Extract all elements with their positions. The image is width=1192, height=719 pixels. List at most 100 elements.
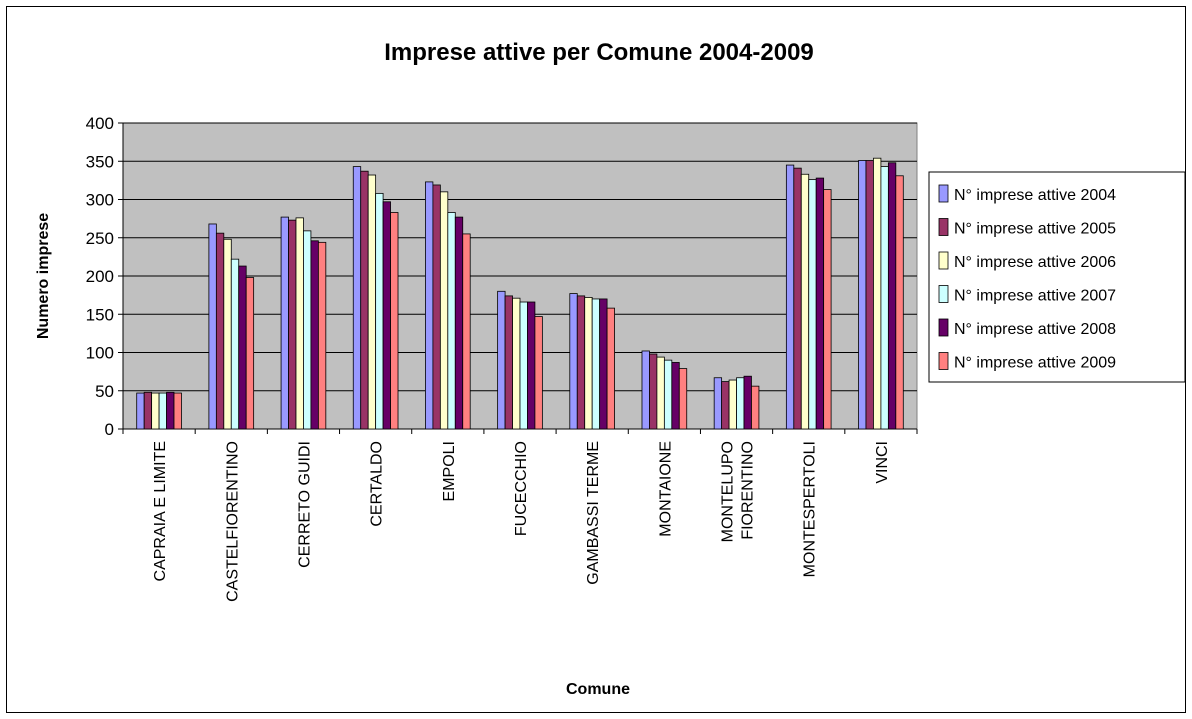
bar: [375, 192, 384, 430]
bar: [504, 295, 513, 430]
bar: [512, 297, 521, 430]
bar: [678, 368, 688, 430]
legend-box: [928, 171, 1186, 383]
y-tick-label: 300: [86, 191, 114, 210]
bar: [527, 301, 536, 430]
x-category-label: VINCI: [874, 441, 891, 484]
bar: [641, 350, 650, 430]
legend-swatch: [938, 251, 949, 270]
bar: [785, 164, 795, 430]
chart-title: Imprese attive per Comune 2004-2009: [384, 39, 814, 66]
bar: [462, 233, 471, 430]
x-category-label: MONTESPERTOLI: [802, 441, 819, 577]
x-category-label: FUCECCHIO: [513, 441, 530, 536]
bar: [317, 241, 327, 430]
x-category-label: GAMBASSI TERME: [585, 441, 602, 585]
bar: [390, 212, 399, 430]
bar: [569, 293, 578, 430]
bar: [649, 353, 658, 430]
legend-label: N° imprese attive 2004: [954, 187, 1116, 204]
y-tick-label: 50: [95, 382, 114, 401]
legend-label: N° imprese attive 2009: [954, 355, 1116, 372]
legend-swatch: [938, 184, 949, 203]
plot-area: 0 50 100 150 200 250 300 350 400 CAPRAIA E LIMITE…: [86, 114, 918, 602]
bar: [215, 232, 225, 430]
bar: [534, 316, 543, 430]
bar: [800, 173, 810, 430]
bar: [151, 392, 160, 430]
bar: [303, 230, 312, 430]
bar: [858, 160, 867, 430]
bar: [310, 240, 319, 430]
x-category-label: CAPRAIA E LIMITE: [152, 441, 169, 581]
bar: [865, 160, 874, 430]
y-axis-title: Numero imprese: [35, 213, 52, 339]
y-tick-label: 150: [86, 305, 114, 324]
chart-frame: Imprese attive per Comune 2004-2009 0 50 1…: [6, 6, 1186, 713]
bar: [497, 290, 506, 430]
bar: [143, 391, 153, 430]
bar: [454, 216, 464, 430]
y-tick-label: 100: [86, 344, 114, 363]
bar: [230, 258, 240, 430]
bar: [736, 377, 745, 430]
bar: [606, 307, 615, 430]
y-tick-label: 400: [86, 114, 114, 133]
bar: [238, 265, 247, 430]
bar: [584, 297, 593, 430]
x-category-label: CERTALDO: [369, 441, 386, 527]
x-category-label: MONTELUPO: [720, 441, 737, 542]
bar: [599, 298, 608, 430]
bar: [245, 277, 255, 430]
bar: [815, 177, 825, 430]
bar: [360, 170, 369, 430]
bar: [136, 392, 145, 430]
legend-swatch: [938, 218, 949, 236]
bar: [439, 191, 449, 430]
y-tick-label: 200: [86, 267, 114, 286]
bar: [288, 219, 297, 430]
bar: [158, 392, 167, 430]
bar: [223, 238, 232, 430]
bar: [823, 189, 832, 430]
bar: [671, 362, 680, 430]
bar: [576, 295, 586, 430]
bar: [166, 391, 175, 430]
x-axis-title: Comune: [566, 681, 630, 698]
y-tick-label: 250: [86, 229, 114, 248]
bar: [895, 175, 904, 430]
legend-swatch: [938, 352, 949, 370]
bar: [280, 216, 289, 430]
legend-swatch: [938, 285, 949, 303]
legend-label: N° imprese attive 2005: [954, 221, 1116, 238]
y-tick-label: 350: [86, 152, 114, 171]
bar: [208, 223, 217, 430]
bar: [808, 179, 817, 430]
bar: [751, 385, 760, 430]
bar: [447, 212, 456, 430]
y-tick-label: 0: [105, 420, 114, 439]
legend-label: N° imprese attive 2007: [954, 288, 1116, 305]
bar: [382, 201, 391, 430]
bar: [721, 381, 730, 430]
bar: [432, 184, 441, 430]
x-category-label: FIORENTINO: [740, 441, 757, 540]
bar: [873, 157, 882, 430]
bar: [425, 181, 434, 430]
bar: [367, 174, 377, 430]
bar: [352, 166, 362, 430]
bar: [519, 301, 528, 430]
x-category-label: MONTAIONE: [657, 441, 674, 537]
legend-label: N° imprese attive 2006: [954, 254, 1116, 271]
bar: [591, 298, 601, 430]
bar: [728, 379, 737, 430]
x-category-label: CERRETO GUIDI: [296, 441, 313, 568]
legend-label: N° imprese attive 2008: [954, 321, 1116, 338]
bar: [295, 217, 304, 430]
bar: [743, 375, 752, 430]
legend: N° imprese attive 2004 N° imprese attive …: [928, 171, 1186, 383]
x-category-label: CASTELFIORENTINO: [224, 441, 241, 602]
bar: [880, 166, 889, 430]
bar: [887, 162, 897, 430]
legend-swatch: [938, 318, 949, 337]
